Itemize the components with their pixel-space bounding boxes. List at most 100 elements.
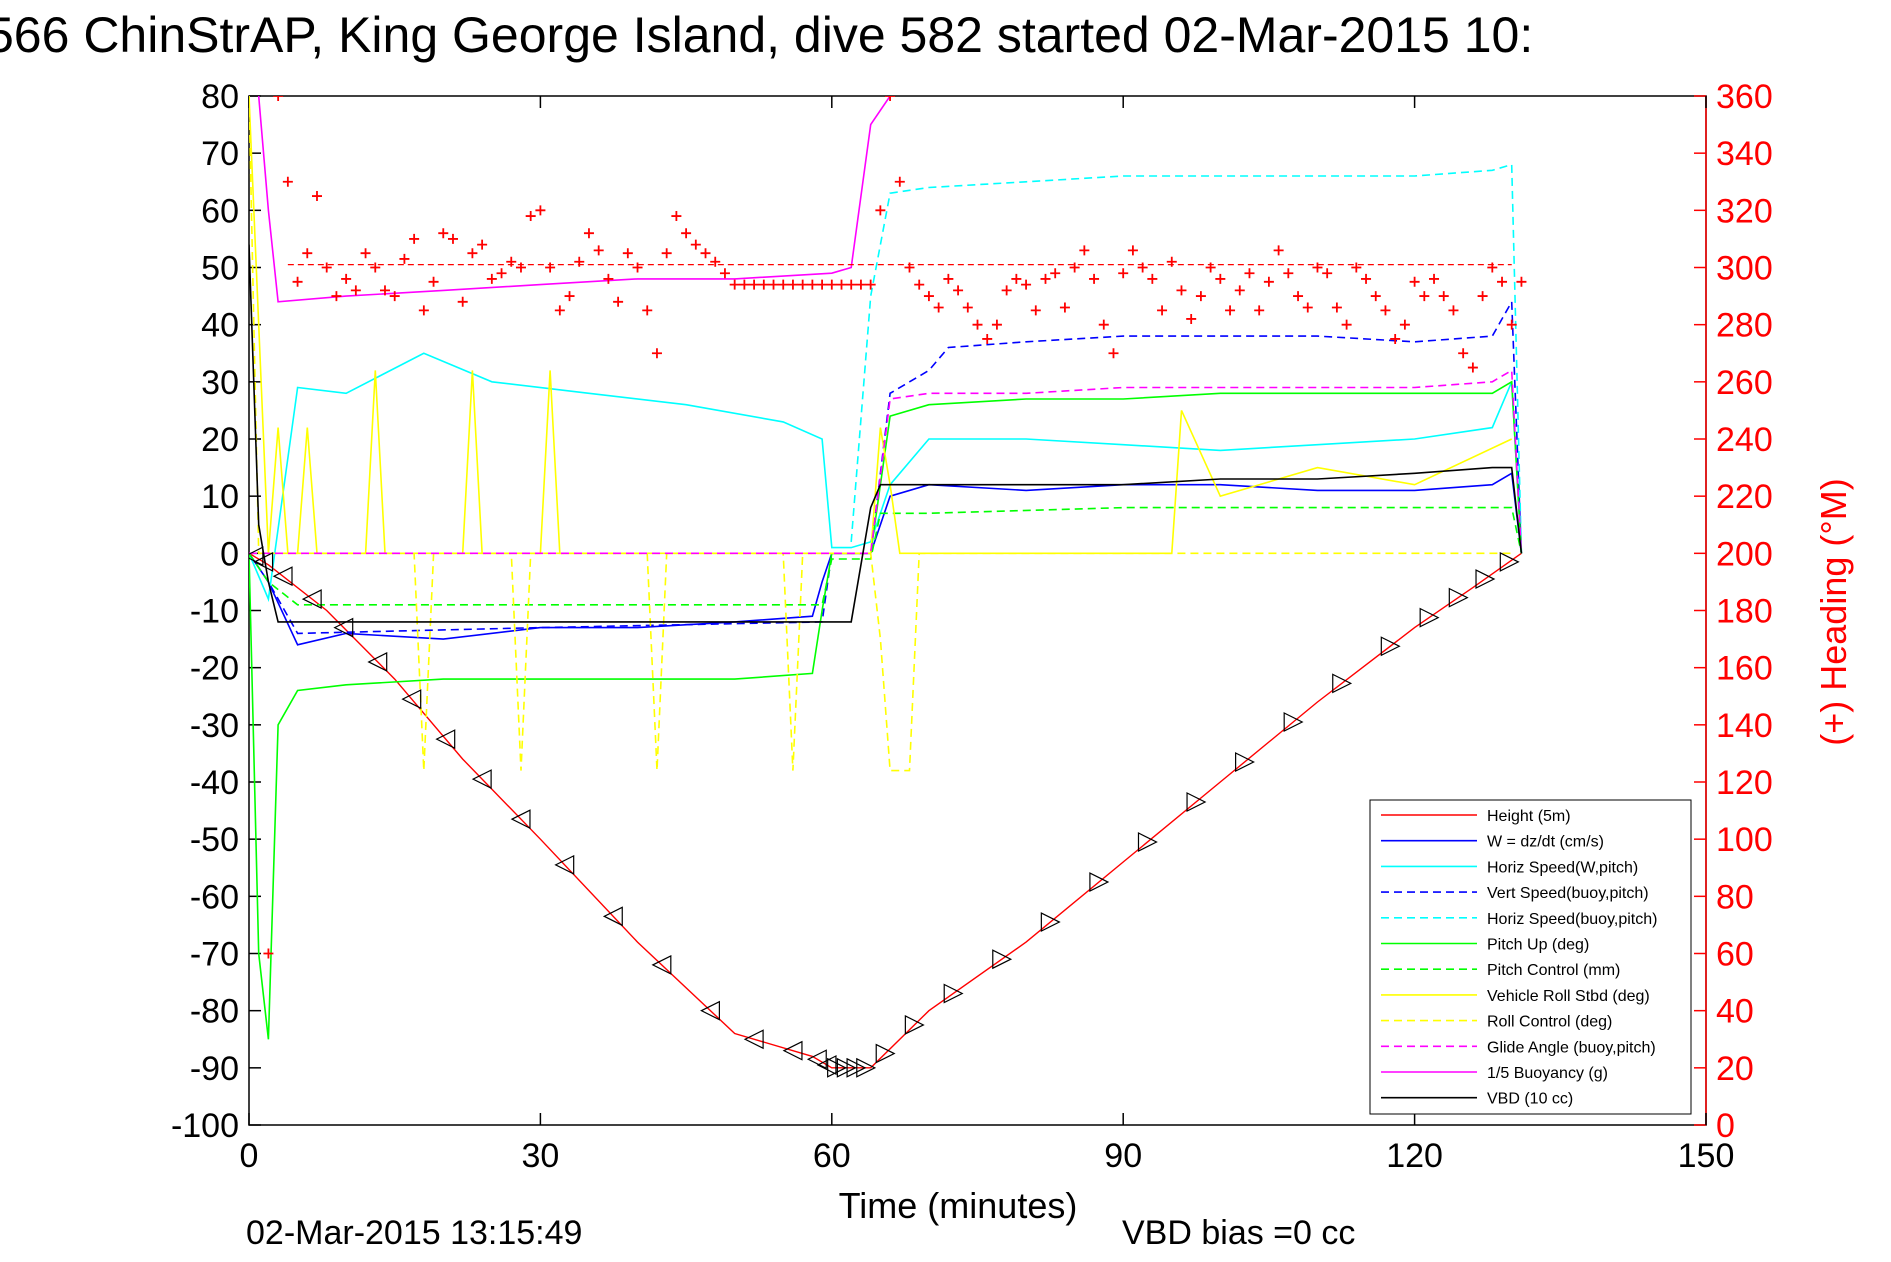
heading-marker bbox=[1458, 348, 1469, 359]
heading-marker bbox=[273, 96, 284, 101]
heading-marker bbox=[506, 256, 517, 267]
right-tick-label: 100 bbox=[1716, 821, 1773, 859]
heading-marker bbox=[1205, 262, 1216, 273]
series-line-3 bbox=[249, 298, 1523, 635]
depth-marker-triangle bbox=[700, 1000, 720, 1021]
heading-marker bbox=[933, 302, 944, 313]
left-tick-label: -40 bbox=[190, 764, 239, 802]
heading-marker bbox=[350, 285, 361, 296]
right-tick-label: 140 bbox=[1716, 707, 1773, 745]
heading-marker bbox=[1516, 276, 1527, 287]
depth-marker-triangle bbox=[401, 689, 422, 710]
series-line-2 bbox=[249, 352, 1523, 603]
right-y-axis: 3603403203002802602402202001801601401201… bbox=[1694, 78, 1773, 1145]
heading-marker bbox=[574, 256, 585, 267]
heading-marker bbox=[1293, 291, 1304, 302]
depth-marker-triangle bbox=[1380, 636, 1401, 657]
heading-marker bbox=[593, 245, 604, 256]
heading-marker-layer bbox=[263, 96, 1527, 959]
heading-marker bbox=[583, 228, 594, 239]
x-tick-label: 60 bbox=[813, 1137, 851, 1175]
right-tick-label: 300 bbox=[1716, 250, 1773, 288]
heading-marker bbox=[613, 296, 624, 307]
heading-marker bbox=[331, 291, 342, 302]
legend-label: Vert Speed(buoy,pitch) bbox=[1487, 885, 1649, 902]
heading-marker bbox=[1127, 245, 1138, 256]
right-tick-label: 340 bbox=[1716, 135, 1773, 173]
depth-marker-triangle bbox=[602, 906, 623, 927]
heading-marker bbox=[554, 305, 565, 316]
legend-label: Pitch Control (mm) bbox=[1487, 962, 1620, 979]
depth-marker-triangle bbox=[272, 566, 293, 587]
heading-marker bbox=[642, 305, 653, 316]
depth-marker-triangle bbox=[510, 809, 531, 830]
heading-marker bbox=[1380, 305, 1391, 316]
heading-marker bbox=[972, 319, 983, 330]
depth-marker-triangle bbox=[1186, 792, 1207, 812]
left-tick-label: -30 bbox=[190, 707, 239, 745]
heading-marker bbox=[1487, 262, 1498, 273]
right-tick-label: 80 bbox=[1716, 878, 1754, 916]
left-tick-label: 50 bbox=[201, 250, 239, 288]
heading-marker bbox=[1312, 262, 1323, 273]
depth-marker-triangle bbox=[249, 546, 264, 567]
right-tick-label: 180 bbox=[1716, 593, 1773, 631]
heading-marker bbox=[1059, 302, 1070, 313]
x-tick-label: 90 bbox=[1104, 1137, 1142, 1175]
heading-marker bbox=[1341, 319, 1352, 330]
heading-marker bbox=[1409, 276, 1420, 287]
depth-marker-triangle bbox=[301, 589, 322, 610]
left-tick-label: -20 bbox=[190, 650, 239, 688]
left-tick-label: -70 bbox=[190, 936, 239, 974]
depth-marker-triangle bbox=[1137, 832, 1158, 852]
heading-marker bbox=[525, 211, 536, 222]
heading-marker bbox=[855, 279, 866, 290]
legend-label: Pitch Up (deg) bbox=[1487, 937, 1589, 954]
heading-marker bbox=[467, 248, 478, 259]
depth-marker-triangle bbox=[435, 729, 456, 750]
heading-marker bbox=[409, 233, 420, 244]
heading-marker bbox=[1331, 302, 1342, 313]
left-tick-label: 80 bbox=[201, 78, 239, 116]
heading-marker bbox=[603, 273, 614, 284]
heading-marker bbox=[671, 211, 682, 222]
right-tick-label: 120 bbox=[1716, 764, 1773, 802]
legend-label: W = dz/dt (cm/s) bbox=[1487, 834, 1604, 851]
heading-marker bbox=[1506, 319, 1517, 330]
depth-marker-triangle bbox=[1332, 673, 1353, 694]
heading-marker bbox=[1069, 262, 1080, 273]
x-tick-label: 30 bbox=[521, 1137, 559, 1175]
heading-marker bbox=[885, 96, 896, 101]
heading-marker bbox=[1467, 362, 1478, 373]
heading-marker bbox=[749, 279, 760, 290]
depth-marker-triangle bbox=[1499, 551, 1520, 572]
depth-marker-triangle bbox=[1089, 872, 1110, 893]
left-tick-label: -80 bbox=[190, 993, 239, 1031]
left-tick-label: -60 bbox=[190, 878, 239, 916]
left-tick-label: 30 bbox=[201, 364, 239, 402]
heading-marker bbox=[719, 268, 730, 279]
heading-marker bbox=[1438, 291, 1449, 302]
heading-marker bbox=[535, 205, 546, 216]
depth-marker-triangle bbox=[471, 769, 492, 790]
heading-marker bbox=[486, 273, 497, 284]
legend-label: Glide Angle (buoy,pitch) bbox=[1487, 1039, 1656, 1056]
right-tick-label: 160 bbox=[1716, 650, 1773, 688]
series-layer bbox=[249, 96, 1523, 1069]
x-tick-label: 120 bbox=[1386, 1137, 1443, 1175]
heading-marker bbox=[1215, 273, 1226, 284]
right-tick-label: 20 bbox=[1716, 1050, 1754, 1088]
heading-marker bbox=[836, 279, 847, 290]
heading-marker bbox=[321, 262, 332, 273]
heading-marker bbox=[1001, 285, 1012, 296]
heading-marker bbox=[894, 176, 905, 187]
heading-marker bbox=[865, 279, 876, 290]
left-tick-label: -50 bbox=[190, 821, 239, 859]
x-tick-label: 150 bbox=[1678, 1137, 1735, 1175]
heading-marker bbox=[1477, 291, 1488, 302]
heading-marker bbox=[1390, 333, 1401, 344]
right-tick-label: 40 bbox=[1716, 993, 1754, 1031]
heading-marker bbox=[379, 285, 390, 296]
right-tick-label: 320 bbox=[1716, 192, 1773, 230]
heading-marker bbox=[292, 276, 303, 287]
